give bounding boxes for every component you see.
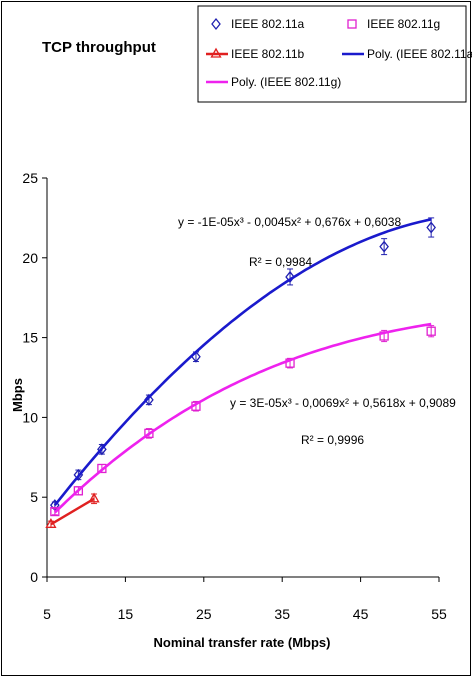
data-point [97,463,107,474]
data-point [97,443,107,456]
data-point [379,240,389,253]
legend-label: Poly. (IEEE 802.11a) [367,47,472,61]
series-ieee-802-11b [45,492,100,529]
equation-g: y = 3E-05x³ - 0,0069x² + 0,5618x + 0,908… [230,396,456,410]
x-tick-label: 5 [43,606,51,622]
y-tick-label: 5 [30,489,38,505]
legend-marker [210,47,222,58]
axes: 0 5 10 15 20 25 5 15 25 35 45 55 [22,170,447,622]
y-tick-label: 25 [22,170,38,186]
x-tick-label: 45 [353,606,369,622]
x-tick-label: 25 [196,606,212,622]
y-tick-label: 15 [22,330,38,346]
legend: IEEE 802.11a IEEE 802.11g IEEE 802.11b Poly… [197,5,472,103]
series-ieee-802-11a [50,217,436,512]
data-point [50,506,60,517]
equation-a: y = -1E-05x³ - 0,0045x² + 0,676x + 0,603… [178,215,401,229]
r-squared-g: R² = 0,9996 [301,433,364,447]
legend-label: IEEE 802.11b [231,47,304,61]
series-line [50,497,95,526]
y-tick-label: 10 [22,409,38,425]
data-point [73,486,84,496]
legend-item-ieee-802-11b: IEEE 802.11b [206,47,304,61]
y-axis-title: Mbps [10,378,25,412]
data-point [144,428,154,439]
x-axis-title: Nominal transfer rate (Mbps) [154,635,331,650]
trend-line [53,218,432,507]
y-tick-label: 20 [22,250,38,266]
x-tick-label: 55 [431,606,447,622]
data-point [426,326,436,336]
y-tick-label: 0 [30,569,38,585]
series-poly-ieee-802-11a [53,218,432,507]
legend-marker [347,19,357,29]
data-point [285,270,295,283]
legend-label: IEEE 802.11a [231,17,304,31]
x-tick-label: 15 [118,606,134,622]
legend-box [197,5,467,103]
data-point [45,518,57,528]
legend-label: IEEE 802.11g [367,17,440,31]
data-point [88,492,100,503]
data-point [426,221,436,234]
trend-line [53,322,432,514]
legend-label: Poly. (IEEE 802.11g) [231,75,341,89]
series-layer [45,217,436,529]
x-tick-label: 35 [274,606,290,622]
legend-marker [211,17,221,31]
legend-item-poly-ieee-802-11g: Poly. (IEEE 802.11g) [206,75,341,89]
series-ieee-802-11g [50,325,436,517]
data-point [144,393,154,406]
legend-item-ieee-802-11a: IEEE 802.11a [211,17,304,31]
r-squared-a: R² = 0,9984 [249,255,312,269]
chart-title: TCP throughput [42,39,156,56]
series-poly-ieee-802-11g [53,322,432,514]
legend-item-poly-ieee-802-11a: Poly. (IEEE 802.11a) [342,47,472,61]
legend-item-ieee-802-11g: IEEE 802.11g [347,17,440,31]
